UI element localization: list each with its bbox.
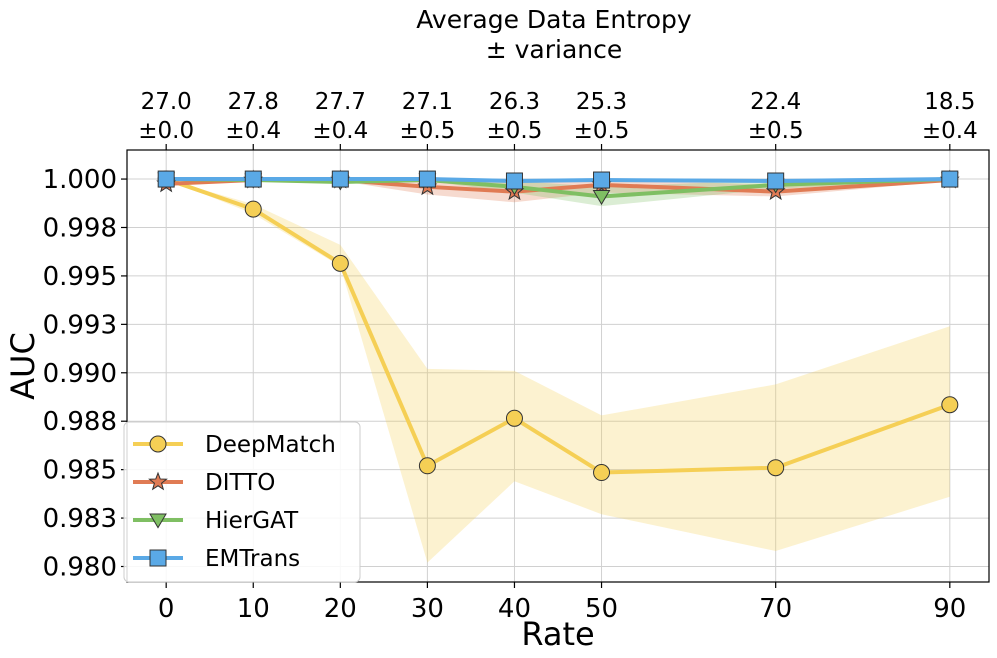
top-tick-variance: ±0.5 xyxy=(574,118,630,144)
y-tick-label: 0.998 xyxy=(43,213,117,243)
y-tick-label: 0.993 xyxy=(43,310,117,340)
y-tick-label: 0.983 xyxy=(43,504,117,534)
y-axis-label: AUC xyxy=(4,332,42,400)
deepmatch-point xyxy=(418,457,436,475)
legend-box xyxy=(123,421,361,583)
deepmatch-point xyxy=(505,409,523,427)
emtrans-point xyxy=(941,170,959,188)
deepmatch-point xyxy=(941,396,959,414)
top-tick-variance: ±0.5 xyxy=(748,118,804,144)
legend-ditto-marker xyxy=(148,471,168,491)
plot-frame xyxy=(126,149,990,583)
top-tick-variance: ±0.0 xyxy=(138,118,194,144)
y-axis-ticks: 0.980 0.983 0.985 0.988 0.990 0.993 0.995 0.998… xyxy=(43,165,127,583)
emtrans-line xyxy=(166,177,950,183)
y-tick-label: 1.000 xyxy=(43,165,117,195)
top-tick-value: 27.1 xyxy=(402,89,453,115)
top-tick-variance: ±0.4 xyxy=(922,118,978,144)
legend-hiergat-label: HierGAT xyxy=(205,508,299,534)
deepmatch-point xyxy=(593,464,611,482)
y-tick-label: 0.985 xyxy=(43,456,117,486)
legend-hiergat-marker xyxy=(149,513,167,529)
top-axis-title-line1: Average Data Entropy xyxy=(416,5,692,34)
x-tick-label: 50 xyxy=(585,594,618,624)
legend-deepmatch-label: DeepMatch xyxy=(205,432,336,458)
legend-ditto-label: DITTO xyxy=(205,470,275,496)
top-tick-variance: ±0.4 xyxy=(225,118,281,144)
top-axis-ticks: 27.0 ±0.0 27.8 ±0.4 27.7 ±0.4 27.1 ±0.5 26.3 ±0.5… xyxy=(138,89,978,150)
top-tick-value: 27.8 xyxy=(228,89,279,115)
top-tick-value: 25.3 xyxy=(576,89,627,115)
deepmatch-point xyxy=(244,200,262,218)
top-tick-value: 26.3 xyxy=(489,89,540,115)
x-tick-label: 30 xyxy=(411,594,444,624)
y-tick-label: 0.980 xyxy=(43,553,117,583)
top-tick-value: 27.0 xyxy=(141,89,192,115)
top-axis-title-line2: ± variance xyxy=(486,35,623,64)
legend-emtrans-marker xyxy=(149,549,167,567)
x-tick-label: 40 xyxy=(498,594,531,624)
top-tick-variance: ±0.4 xyxy=(312,118,368,144)
deepmatch-point xyxy=(767,459,785,477)
series-markers xyxy=(156,169,960,482)
x-tick-label: 90 xyxy=(933,594,966,624)
emtrans-point xyxy=(593,171,611,189)
x-tick-label: 20 xyxy=(324,594,357,624)
emtrans-point xyxy=(418,170,436,188)
deepmatch-point xyxy=(331,254,349,272)
x-tick-label: 10 xyxy=(237,594,270,624)
x-tick-label: 0 xyxy=(158,594,175,624)
y-tick-label: 0.990 xyxy=(43,359,117,389)
emtrans-point xyxy=(505,172,523,190)
y-tick-label: 0.988 xyxy=(43,407,117,437)
deepmatch-line xyxy=(165,177,951,475)
top-tick-value: 27.7 xyxy=(315,89,366,115)
emtrans-point xyxy=(331,170,349,188)
y-tick-label: 0.995 xyxy=(43,262,117,292)
x-tick-label: 70 xyxy=(759,594,792,624)
top-tick-variance: ±0.5 xyxy=(487,118,543,144)
x-axis-ticks: 0 10 20 30 40 50 70 90 xyxy=(158,582,966,624)
top-tick-value: 18.5 xyxy=(924,89,975,115)
top-tick-value: 22.4 xyxy=(750,89,801,115)
x-axis-label: Rate xyxy=(521,615,594,653)
series-lines xyxy=(165,177,951,475)
emtrans-point xyxy=(767,172,785,190)
emtrans-point xyxy=(244,170,262,188)
legend: DeepMatch DITTO HierGAT EMTrans xyxy=(123,421,361,583)
legend-emtrans-label: EMTrans xyxy=(205,546,300,572)
emtrans-point xyxy=(157,170,175,188)
legend-deepmatch-marker xyxy=(149,435,167,453)
top-tick-variance: ±0.5 xyxy=(399,118,455,144)
hiergat-point xyxy=(592,189,611,206)
